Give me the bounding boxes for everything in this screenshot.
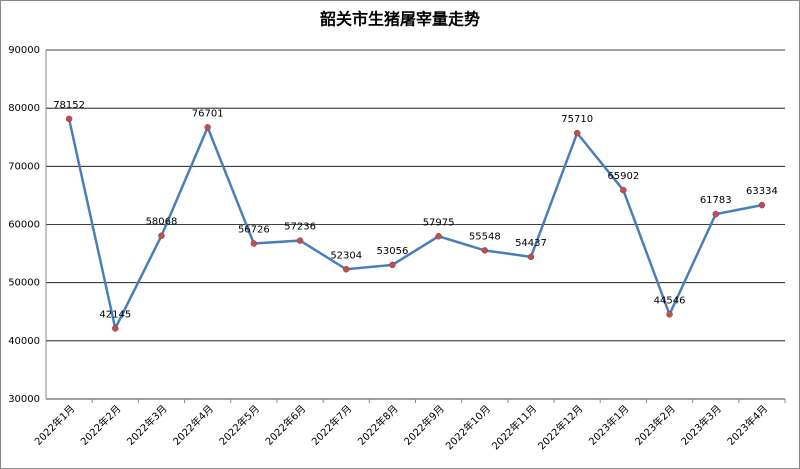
data-label: 76701 [192, 108, 224, 119]
data-label: 44546 [654, 295, 686, 306]
data-label: 57975 [423, 217, 455, 228]
marker [158, 232, 165, 239]
data-label: 61783 [700, 195, 732, 206]
y-tick-label: 50000 [8, 278, 40, 289]
chart-title: 韶关市生猪屠宰量走势 [320, 10, 480, 29]
y-tick-label: 80000 [8, 103, 40, 114]
data-label: 56726 [238, 225, 270, 236]
marker [65, 115, 73, 123]
y-tick-label: 40000 [8, 336, 40, 347]
data-label: 58068 [146, 217, 178, 228]
y-tick-label: 70000 [8, 161, 40, 172]
marker [573, 129, 581, 137]
marker [204, 124, 211, 131]
y-tick-label: 30000 [8, 394, 40, 405]
marker [389, 261, 396, 269]
marker [758, 201, 766, 209]
data-label: 52304 [330, 250, 362, 261]
marker [712, 210, 719, 218]
y-tick-label: 60000 [8, 220, 40, 231]
y-tick-label: 90000 [8, 45, 40, 56]
marker [296, 237, 304, 244]
marker [112, 325, 119, 332]
data-label: 63334 [746, 186, 778, 197]
marker [342, 266, 350, 273]
marker [620, 186, 627, 194]
data-label: 78152 [53, 100, 85, 111]
data-label: 42145 [99, 309, 131, 320]
marker [250, 240, 258, 247]
marker [435, 233, 442, 240]
data-label: 55548 [469, 231, 501, 242]
marker [527, 253, 535, 261]
marker [666, 311, 673, 318]
marker [481, 247, 489, 254]
data-label: 75710 [561, 114, 593, 125]
data-label: 65902 [607, 171, 639, 182]
line [67, 118, 763, 333]
data-label: 53056 [377, 246, 409, 257]
data-label: 54437 [515, 238, 547, 249]
data-label: 57236 [284, 222, 316, 233]
